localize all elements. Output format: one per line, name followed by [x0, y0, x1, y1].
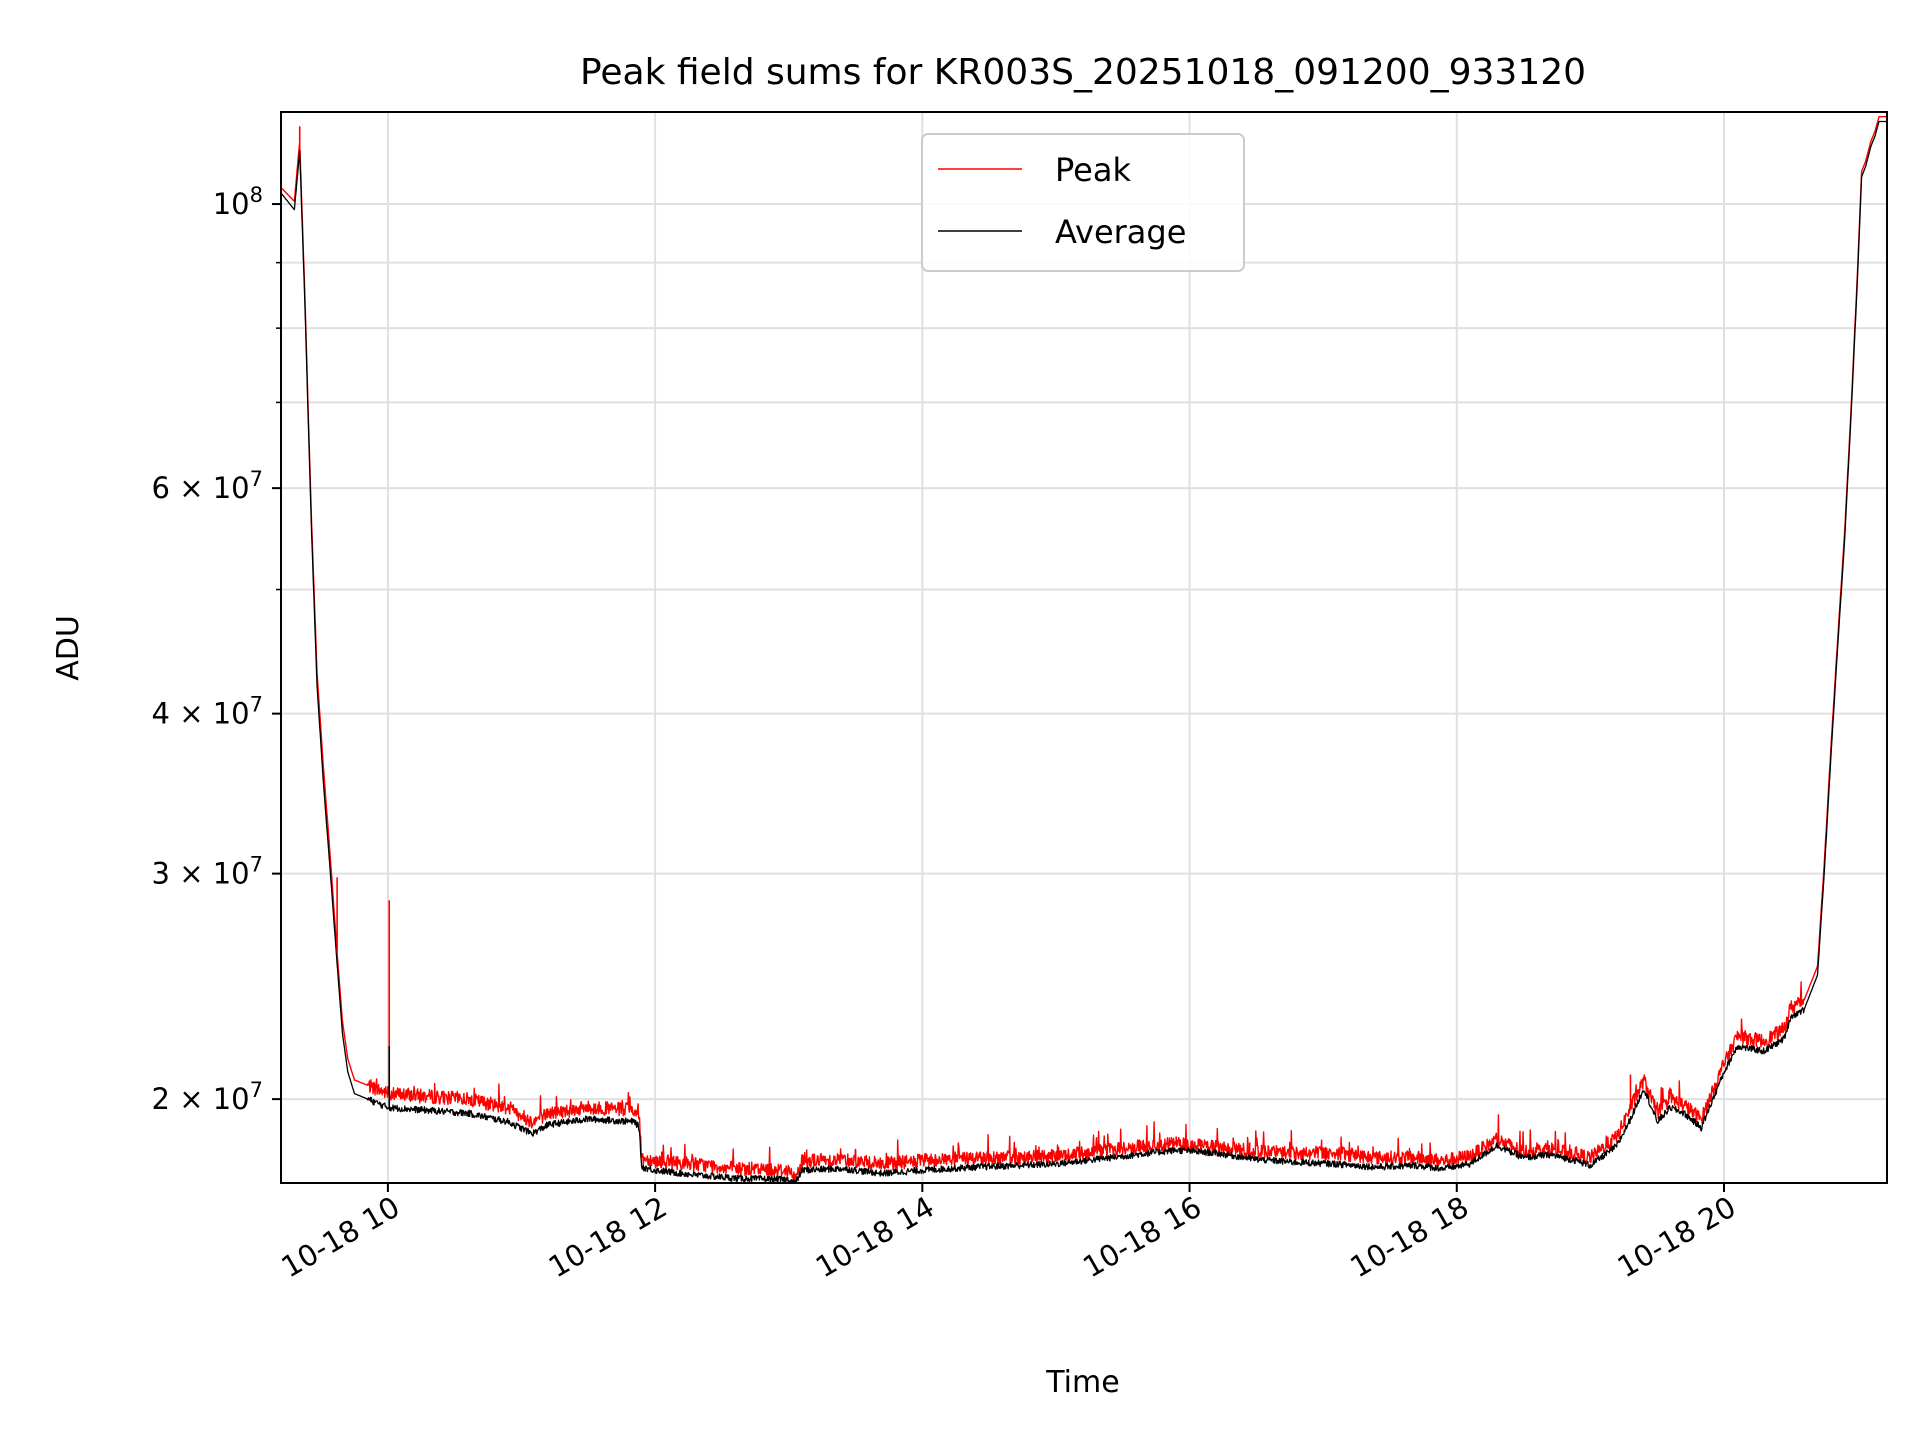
legend-label-average: Average: [1055, 213, 1186, 251]
x-axis-label: Time: [1045, 1365, 1119, 1400]
y-tick-label: 2 × 107: [152, 1078, 263, 1116]
y-axis-label: ADU: [51, 615, 86, 681]
series-line-peak: [281, 116, 1887, 1183]
y-tick-label: 4 × 107: [152, 693, 263, 731]
plot-area: [281, 116, 1887, 1183]
axes-frame: [280, 111, 1888, 1184]
legend-label-peak: Peak: [1055, 151, 1131, 189]
y-tick-label: 3 × 107: [152, 853, 263, 891]
y-tick-label: 6 × 107: [152, 467, 263, 505]
legend: Peak Average: [921, 133, 1245, 272]
chart-title: Peak field sums for KR003S_20251018_0912…: [580, 52, 1586, 93]
series-line-average: [281, 120, 1887, 1183]
y-tick-label: 108: [213, 183, 263, 221]
y-axis: 2 × 107 3 × 107 4 × 107 6 × 107 108: [152, 183, 281, 1116]
